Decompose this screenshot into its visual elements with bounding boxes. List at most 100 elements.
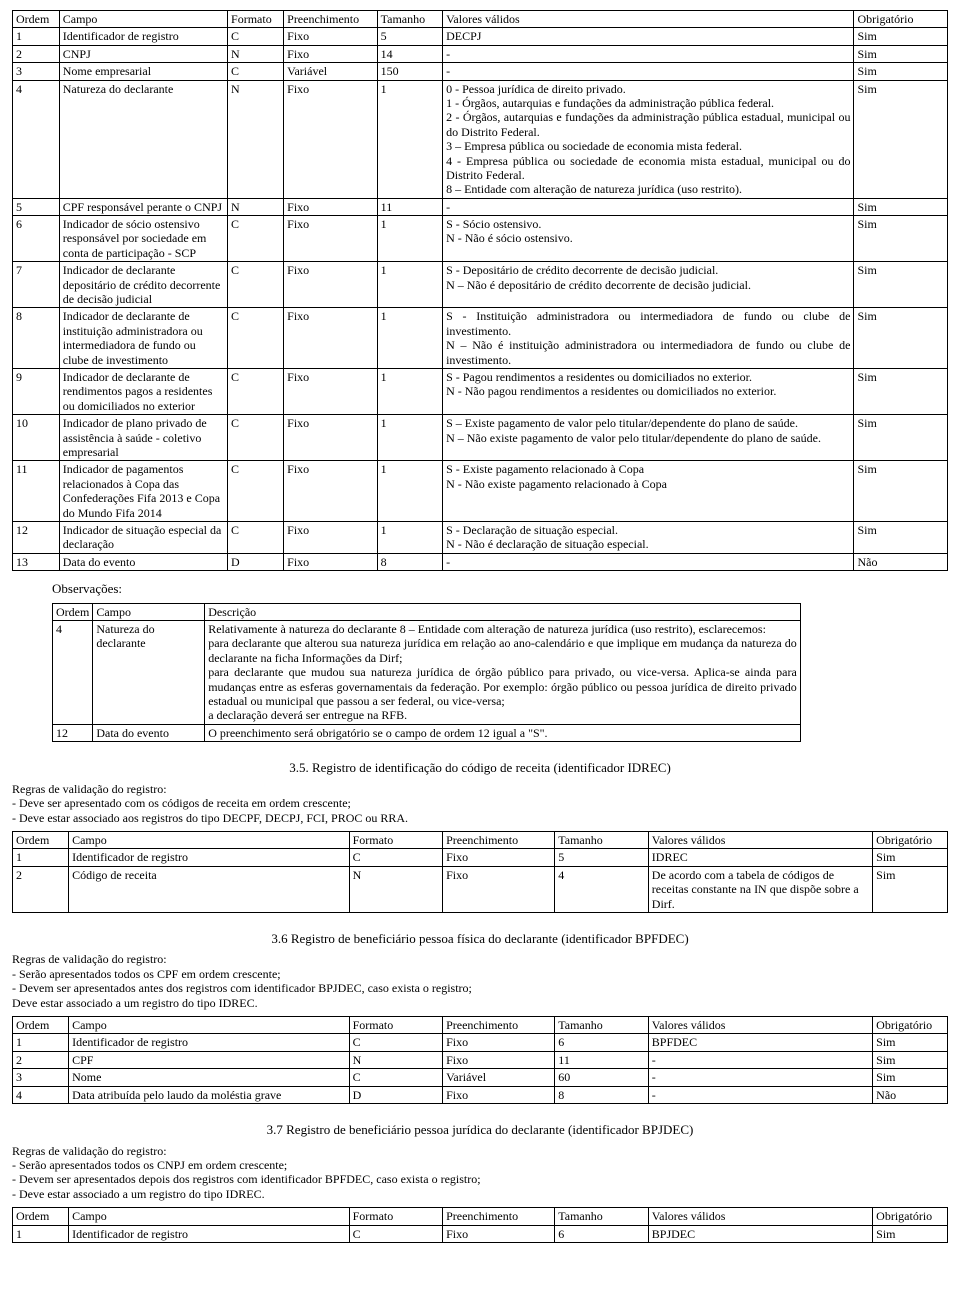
cell-preench: Variável bbox=[284, 63, 378, 80]
cell-obrig: Sim bbox=[873, 1051, 948, 1068]
cell-formato: C bbox=[228, 216, 284, 262]
table-row: 6Indicador de sócio ostensivo responsáve… bbox=[13, 216, 948, 262]
table-row: 1Identificador de registroCFixo5DECPJSim bbox=[13, 28, 948, 45]
cell-campo: Data do evento bbox=[93, 724, 205, 741]
table-row: 1Identificador de registroCFixo6BPJDECSi… bbox=[13, 1225, 948, 1242]
cell-formato: C bbox=[228, 262, 284, 308]
section-36-rules: Regras de validação do registro: - Serão… bbox=[12, 952, 948, 1010]
cell-formato: N bbox=[228, 45, 284, 62]
cell-ordem: 4 bbox=[13, 1086, 69, 1103]
cell-campo: Nome empresarial bbox=[59, 63, 227, 80]
cell-obrig: Sim bbox=[854, 45, 948, 62]
cell-ordem: 9 bbox=[13, 368, 60, 414]
cell-obrig: Sim bbox=[854, 415, 948, 461]
cell-campo: CPF responsável perante o CNPJ bbox=[59, 198, 227, 215]
cell-preench: Fixo bbox=[284, 308, 378, 369]
cell-formato: C bbox=[228, 308, 284, 369]
cell-obrig: Sim bbox=[873, 1069, 948, 1086]
header-ordem: Ordem bbox=[13, 11, 60, 28]
cell-ordem: 2 bbox=[13, 45, 60, 62]
header-campo: Campo bbox=[69, 831, 350, 848]
table-row: 1Identificador de registroCFixo5IDRECSim bbox=[13, 849, 948, 866]
rule-line: - Devem ser apresentados depois dos regi… bbox=[12, 1172, 948, 1186]
cell-tam: 1 bbox=[377, 521, 442, 553]
cell-ordem: 7 bbox=[13, 262, 60, 308]
cell-ordem: 1 bbox=[13, 1225, 69, 1242]
cell-ordem: 10 bbox=[13, 415, 60, 461]
cell-formato: C bbox=[349, 1069, 443, 1086]
cell-ordem: 4 bbox=[53, 621, 93, 725]
bpjdec-table: Ordem Campo Formato Preenchimento Tamanh… bbox=[12, 1207, 948, 1243]
header-valores: Valores válidos bbox=[648, 1017, 872, 1034]
cell-tam: 8 bbox=[377, 553, 442, 570]
header-ordem: Ordem bbox=[53, 603, 93, 620]
cell-tam: 6 bbox=[555, 1225, 649, 1242]
cell-campo: Natureza do declarante bbox=[59, 80, 227, 198]
table-row: 3Nome empresarialCVariável150-Sim bbox=[13, 63, 948, 80]
cell-ordem: 8 bbox=[13, 308, 60, 369]
cell-valores: S - Depositário de crédito decorrente de… bbox=[443, 262, 854, 308]
header-ordem: Ordem bbox=[13, 831, 69, 848]
cell-tam: 8 bbox=[555, 1086, 649, 1103]
cell-preench: Fixo bbox=[284, 198, 378, 215]
header-formato: Formato bbox=[349, 1017, 443, 1034]
cell-preench: Fixo bbox=[443, 866, 555, 912]
cell-ordem: 2 bbox=[13, 1051, 69, 1068]
cell-formato: D bbox=[228, 553, 284, 570]
header-obrig: Obrigatório bbox=[854, 11, 948, 28]
section-36-title: 3.6 Registro de beneficiário pessoa físi… bbox=[12, 931, 948, 947]
cell-campo: Indicador de declarante de rendimentos p… bbox=[59, 368, 227, 414]
table-header-row: Ordem Campo Formato Preenchimento Tamanh… bbox=[13, 1017, 948, 1034]
table-header-row: Ordem Campo Formato Preenchimento Tamanh… bbox=[13, 11, 948, 28]
section-35-rules: Regras de validação do registro: - Deve … bbox=[12, 782, 948, 825]
cell-valores: 0 - Pessoa jurídica de direito privado.1… bbox=[443, 80, 854, 198]
cell-valores: - bbox=[443, 553, 854, 570]
header-formato: Formato bbox=[228, 11, 284, 28]
rule-line: - Devem ser apresentados antes dos regis… bbox=[12, 981, 948, 995]
cell-tam: 5 bbox=[555, 849, 649, 866]
cell-preench: Fixo bbox=[443, 1034, 555, 1051]
cell-preench: Fixo bbox=[284, 553, 378, 570]
header-formato: Formato bbox=[349, 1208, 443, 1225]
cell-tam: 11 bbox=[377, 198, 442, 215]
cell-campo: Indicador de plano privado de assistênci… bbox=[59, 415, 227, 461]
header-campo: Campo bbox=[69, 1017, 350, 1034]
cell-preench: Fixo bbox=[443, 1051, 555, 1068]
cell-formato: C bbox=[228, 368, 284, 414]
cell-preench: Fixo bbox=[284, 45, 378, 62]
cell-ordem: 6 bbox=[13, 216, 60, 262]
cell-formato: C bbox=[349, 849, 443, 866]
header-tam: Tamanho bbox=[555, 1017, 649, 1034]
cell-obrig: Sim bbox=[873, 1225, 948, 1242]
cell-formato: C bbox=[228, 521, 284, 553]
rules-title: Regras de validação do registro: bbox=[12, 782, 948, 796]
cell-tam: 1 bbox=[377, 308, 442, 369]
cell-tam: 11 bbox=[555, 1051, 649, 1068]
cell-campo: Natureza do declarante bbox=[93, 621, 205, 725]
cell-campo: Indicador de sócio ostensivo responsável… bbox=[59, 216, 227, 262]
cell-obrig: Não bbox=[873, 1086, 948, 1103]
cell-ordem: 1 bbox=[13, 28, 60, 45]
cell-obrig: Sim bbox=[854, 198, 948, 215]
cell-tam: 1 bbox=[377, 368, 442, 414]
table-row: 2CNPJNFixo14-Sim bbox=[13, 45, 948, 62]
cell-campo: Indicador de pagamentos relacionados à C… bbox=[59, 461, 227, 522]
cell-preench: Fixo bbox=[284, 262, 378, 308]
cell-ordem: 12 bbox=[53, 724, 93, 741]
cell-valores: S - Declaração de situação especial.N - … bbox=[443, 521, 854, 553]
table-row: 12Indicador de situação especial da decl… bbox=[13, 521, 948, 553]
cell-campo: Identificador de registro bbox=[69, 1225, 350, 1242]
cell-valores: - bbox=[443, 198, 854, 215]
table-row: 4Natureza do declaranteRelativamente à n… bbox=[53, 621, 801, 725]
cell-formato: D bbox=[349, 1086, 443, 1103]
header-campo: Campo bbox=[69, 1208, 350, 1225]
cell-ordem: 3 bbox=[13, 1069, 69, 1086]
table-row: 7Indicador de declarante depositário de … bbox=[13, 262, 948, 308]
cell-formato: C bbox=[349, 1225, 443, 1242]
cell-valores: - bbox=[443, 45, 854, 62]
cell-obrig: Sim bbox=[854, 308, 948, 369]
cell-obrig: Sim bbox=[854, 262, 948, 308]
cell-formato: N bbox=[349, 866, 443, 912]
cell-valores: BPJDEC bbox=[648, 1225, 872, 1242]
cell-obrig: Não bbox=[854, 553, 948, 570]
